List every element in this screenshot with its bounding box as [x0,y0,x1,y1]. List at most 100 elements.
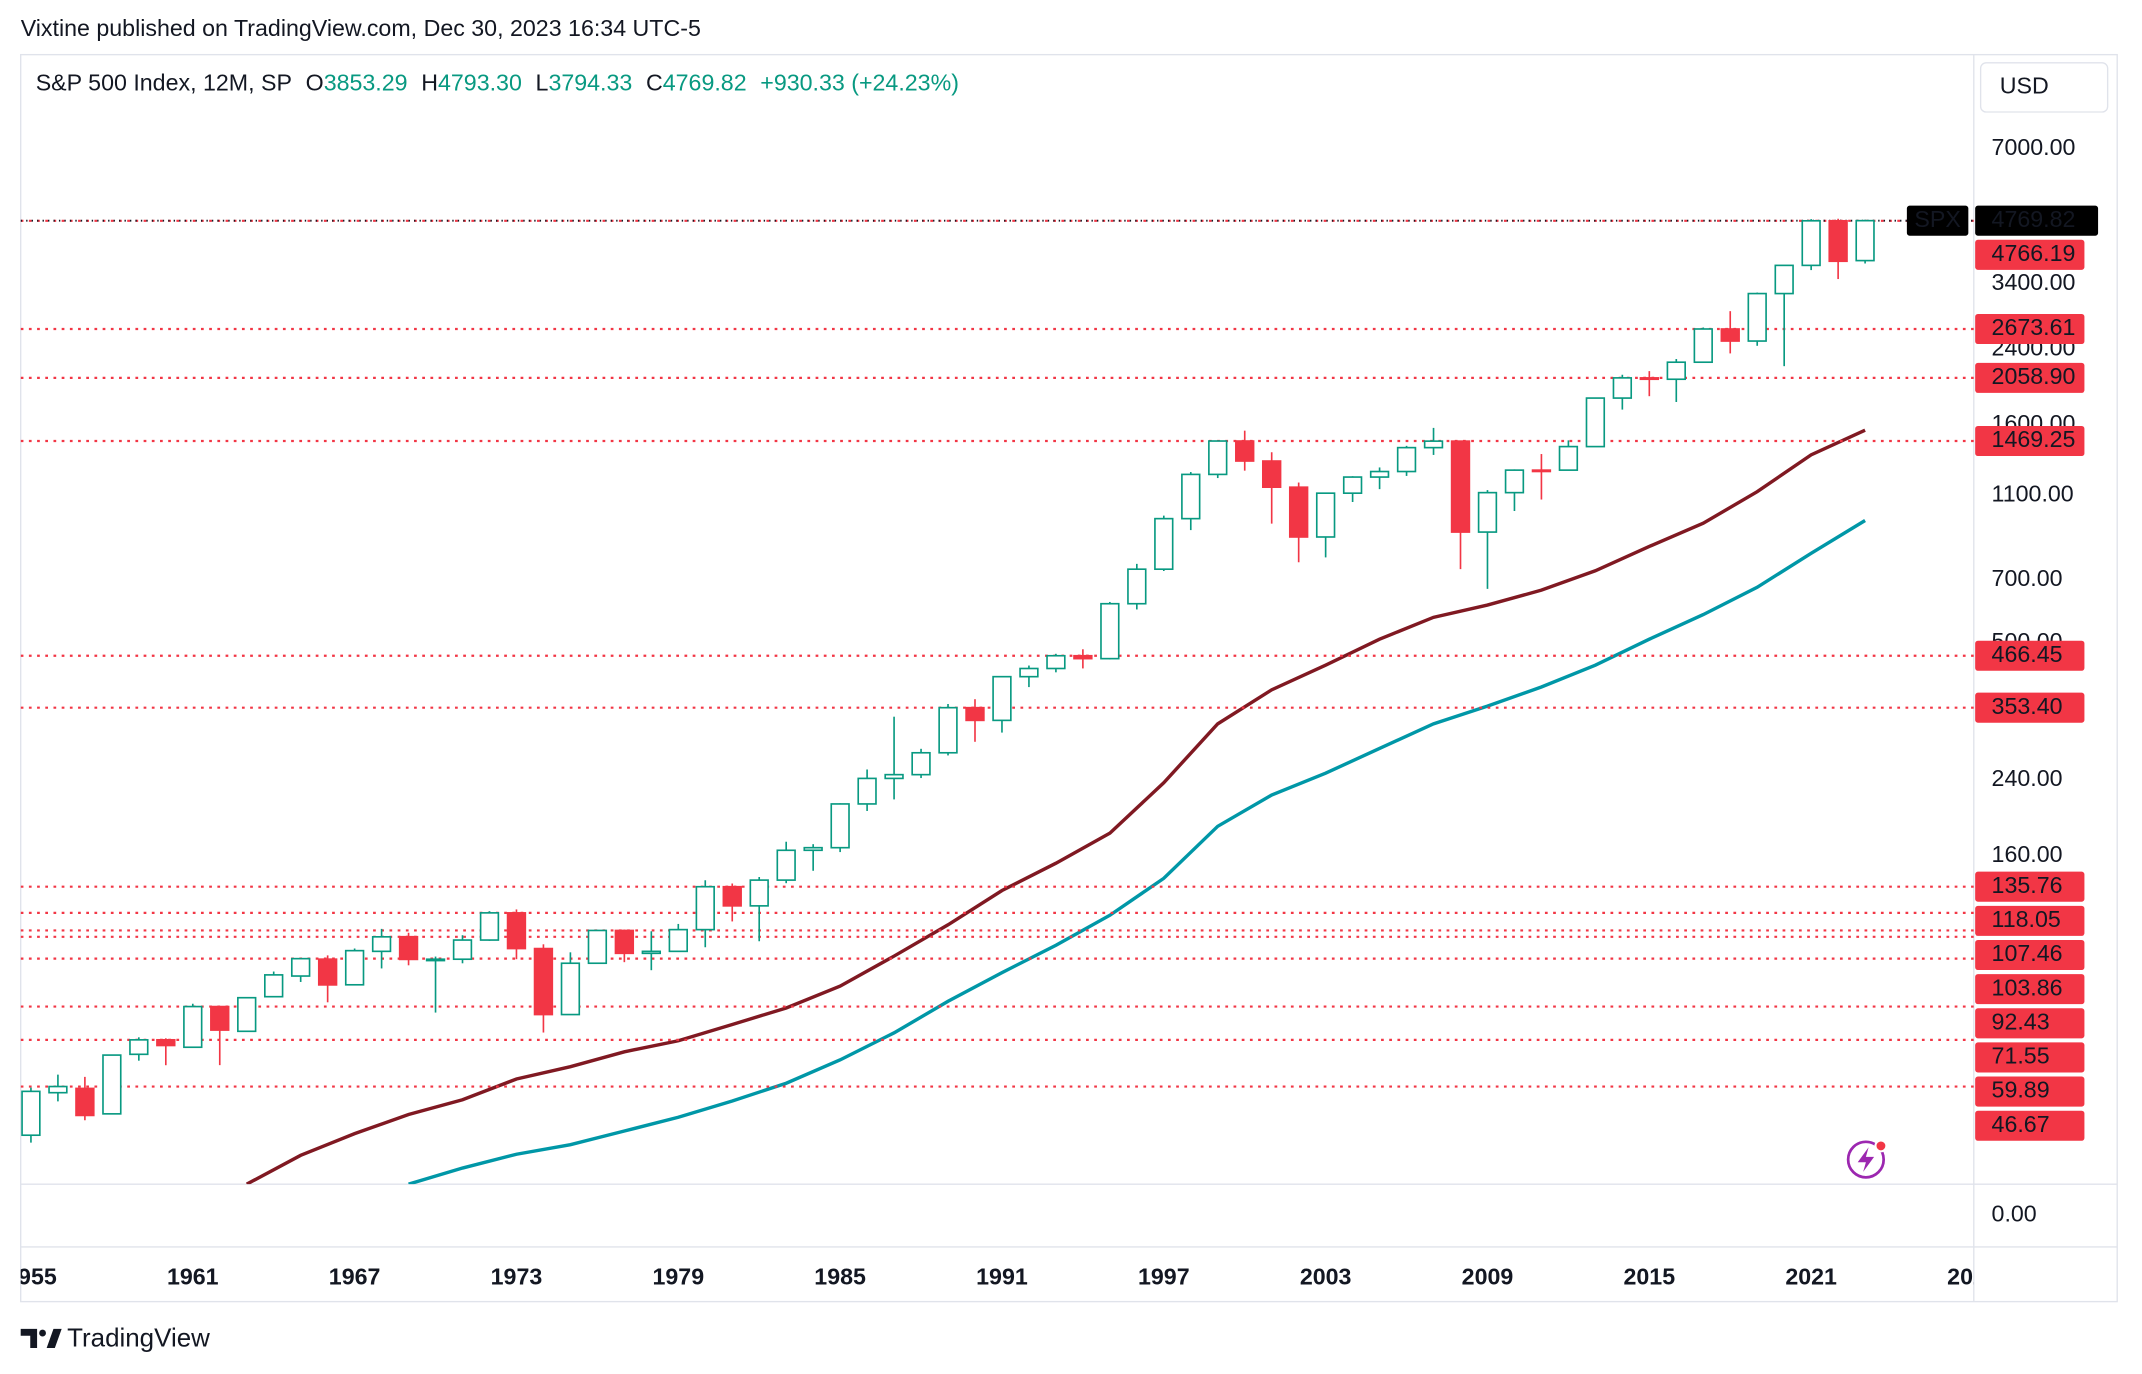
ohlc-key: O [306,70,324,96]
candle-body [317,958,338,986]
x-tick-label: 1967 [329,1264,381,1290]
last-price-bg [1975,205,2099,236]
candle-body [1261,460,1282,489]
candle-body [1612,377,1633,399]
candle-body [749,879,769,907]
candle-body [587,929,608,965]
candle-body [614,929,635,955]
candle-body [1423,440,1444,449]
x-tick-label: 2003 [1300,1264,1352,1290]
candle-body [1046,654,1066,670]
candle-body [452,939,473,961]
level-label: 2058.90 [1992,363,2076,389]
candle-body [21,1090,41,1137]
level-label-bg [1975,640,2085,671]
candle-body [1639,377,1660,381]
x-tick-label: 2015 [1624,1264,1676,1290]
tv-logo [20,1328,62,1349]
ohlc-value: 4793.30 [438,70,522,96]
candle-body [183,1005,203,1049]
candle-body [398,935,419,961]
x-tick-label: 1997 [1138,1264,1190,1290]
candle-body [830,803,850,849]
candle-body [1450,440,1471,533]
candle-body [1720,328,1740,342]
candle-body [1396,446,1417,473]
ma-line [245,428,1866,1185]
candle-body [1531,469,1552,473]
time-axis: 1955 1961 1967 1973 1979 1985 1991 1997 2003 2009… [5,1264,1999,1290]
candle-body [102,1054,122,1115]
x-tick-label: 1961 [167,1264,219,1290]
candle-body [237,996,257,1033]
candle-body [1315,492,1336,538]
price-scale: 7000.003400.002400.001600.001100.00700.0… [1906,134,2099,1227]
candle-body [1747,292,1767,342]
y-tick-label: 1100.00 [1992,480,2074,506]
y-tick-label: 700.00 [1992,565,2063,591]
x-tick-label: 1979 [652,1264,704,1290]
candle-body [776,849,796,881]
level-label-bg [1975,239,2085,270]
level-label: 103.86 [1992,974,2063,1000]
x-tick-label: 1991 [976,1264,1028,1290]
level-label-bg [1975,1008,2085,1039]
level-label: 1469.25 [1992,426,2076,452]
candle-body [992,675,1012,722]
candle-body [344,949,365,986]
ohlc-key: C [646,70,663,96]
level-label-bg [1975,905,2085,936]
candle-body [938,706,958,754]
candle-body [1774,264,1794,295]
candle-body [129,1039,149,1056]
level-label: 118.05 [1992,906,2061,932]
candle-body [884,773,904,780]
currency[interactable]: USD [2000,73,2049,99]
x-tick-label: 1955 [5,1264,57,1290]
level-label-bg [1975,1110,2085,1141]
x-tick-label: 1985 [814,1264,866,1290]
candle-body [1801,219,1821,267]
candle-body [560,962,581,1016]
level-label-bg [1975,362,2085,393]
ohlc-value: 3853.29 [324,70,408,96]
y-tick-label: 3400.00 [1992,269,2076,295]
currency-button[interactable] [1979,62,2109,113]
x-tick-label: 1973 [491,1264,543,1290]
candle-body [1828,219,1848,263]
candle-body [1477,491,1498,533]
last-price-name-bg [1906,205,1969,236]
alert-icon[interactable] [1846,1139,1888,1179]
plot-area [20,218,1974,1185]
candle-body [1073,654,1093,660]
level-label: 46.67 [1992,1111,2050,1137]
x-tick-label: 2027 [1947,1264,1999,1290]
level-label: 59.89 [1992,1077,2050,1103]
y-tick-label: 7000.00 [1992,134,2076,160]
candle-body [290,957,311,977]
level-label-bg [1975,871,2085,902]
candle-body [1504,469,1525,494]
x-tick-label: 2021 [1785,1264,1837,1290]
ohlc-value: 4769.82 [663,70,747,96]
candle-body [965,706,985,722]
candle-body [803,846,823,852]
ma-line [408,519,1866,1185]
candle-body [1100,602,1120,660]
candle-body [1369,470,1390,478]
symbol: S&P 500 Index, 12M, SP [36,70,292,96]
level-label: 353.40 [1992,693,2063,719]
level-label: 4766.19 [1992,240,2076,266]
lower-pane-label: 0.00 [1992,1201,2037,1227]
y-tick-label: 160.00 [1992,841,2063,867]
level-label: 2673.61 [1992,314,2076,340]
change: +930.33 (+24.23%) [760,70,959,96]
last-price-name: SPX [1914,206,1960,232]
candle-body [1208,440,1228,476]
level-label: 92.43 [1992,1008,2050,1034]
candle-body [641,950,662,955]
ohlc-key: L [536,70,549,96]
